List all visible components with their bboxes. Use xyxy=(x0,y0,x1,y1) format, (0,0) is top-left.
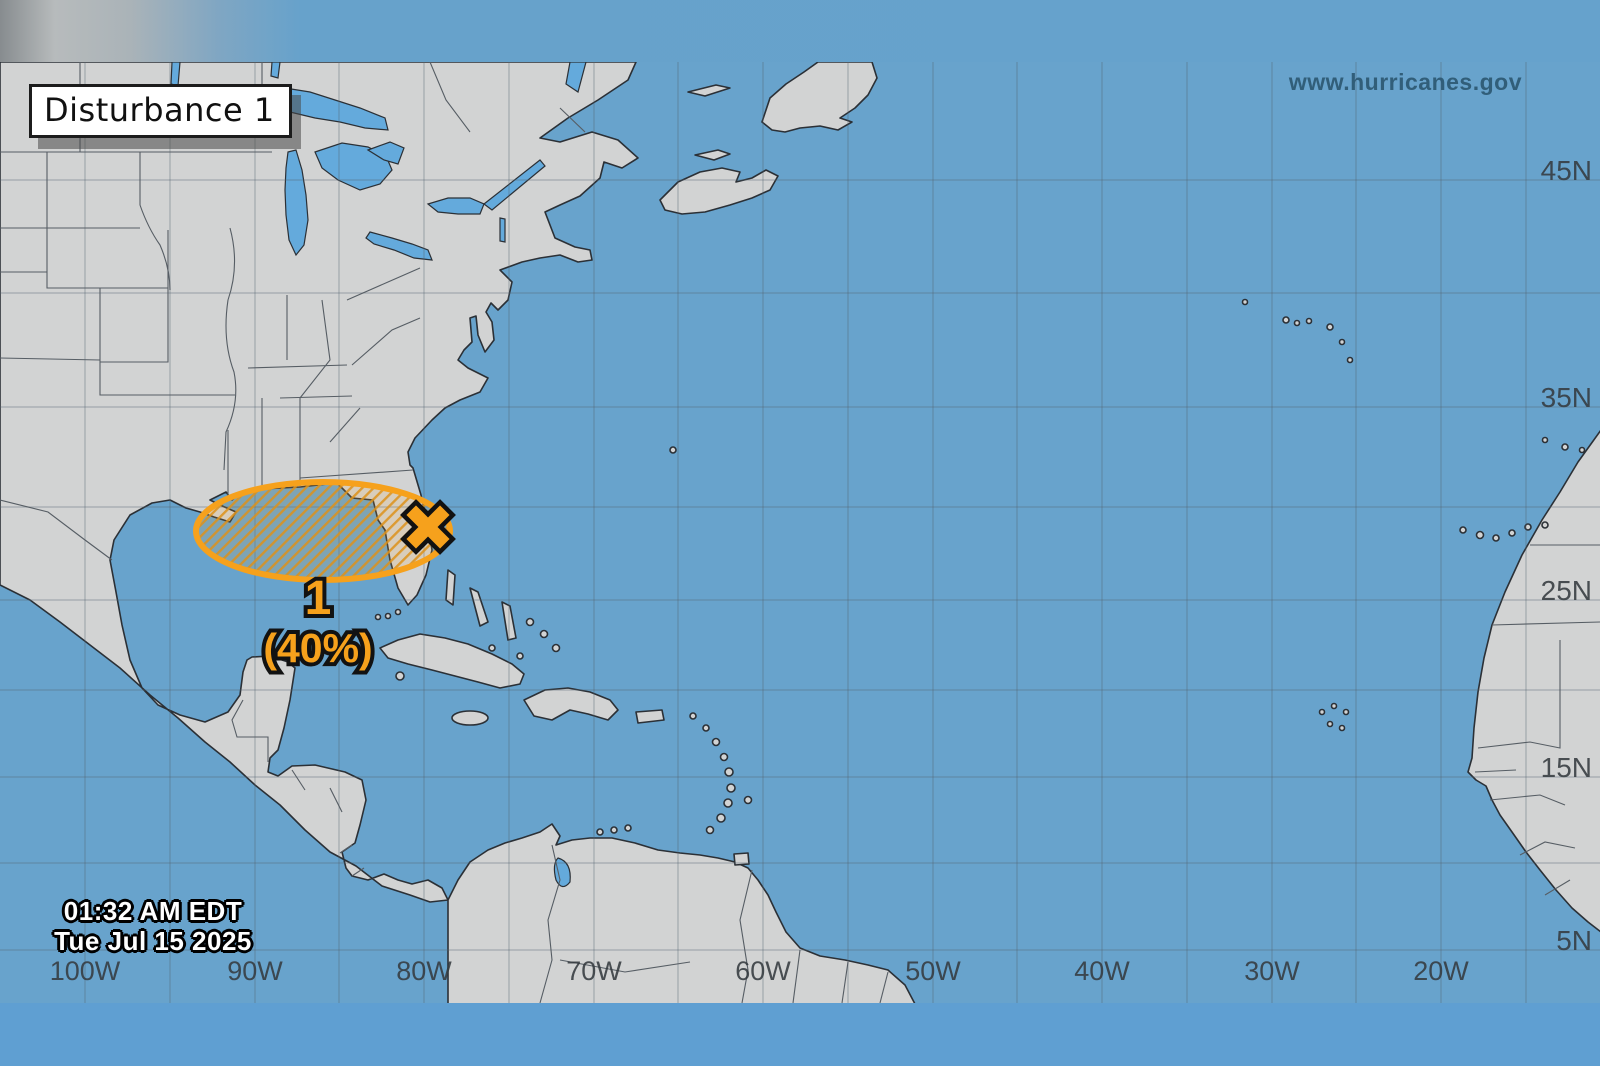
bermuda xyxy=(669,446,677,454)
prince-edward-island xyxy=(694,149,731,161)
graticule xyxy=(0,62,1600,1003)
atlantic-outlook-map: 1 (40%) xyxy=(0,62,1600,1003)
georgian-bay xyxy=(366,141,405,165)
lesser-antilles xyxy=(596,712,753,866)
puerto-rico xyxy=(635,709,665,724)
lat-label-5n: 5N xyxy=(1556,925,1592,956)
lat-label-45n: 45N xyxy=(1540,155,1592,186)
lake-huron xyxy=(314,142,393,191)
disturbance-title-box: Disturbance 1 xyxy=(29,84,292,138)
lon-label-70w: 70W xyxy=(566,956,622,986)
lat-label-25n: 25N xyxy=(1540,575,1592,606)
lon-label-30w: 30W xyxy=(1244,956,1300,986)
disturbance-area-group: 1 (40%) xyxy=(193,479,456,675)
lon-label-20w: 20W xyxy=(1413,956,1469,986)
lon-label-80w: 80W xyxy=(396,956,452,986)
lon-label-40w: 40W xyxy=(1074,956,1130,986)
lon-label-60w: 60W xyxy=(735,956,791,986)
timestamp-date: Tue Jul 15 2025 xyxy=(54,926,252,956)
lon-label-100w: 100W xyxy=(49,956,121,986)
great-lakes xyxy=(170,62,587,888)
lon-label-90w: 90W xyxy=(227,956,283,986)
disturbance-number-label: 1 xyxy=(305,572,332,625)
lat-label-15n: 15N xyxy=(1540,752,1592,783)
canada-lake-1 xyxy=(170,62,181,87)
hispaniola xyxy=(523,687,619,721)
azores xyxy=(1241,298,1354,364)
timestamp-time: 01:32 AM EDT xyxy=(63,896,243,926)
canary-islands xyxy=(1459,521,1549,542)
lat-label-35n: 35N xyxy=(1540,382,1592,413)
trinidad xyxy=(733,852,750,866)
st-lawrence-river xyxy=(483,159,546,211)
lake-erie xyxy=(365,231,433,261)
africa-landmass xyxy=(1467,430,1600,933)
disturbance-x-icon xyxy=(400,499,456,555)
lake-champlain xyxy=(499,217,506,243)
cape-verde xyxy=(1318,702,1350,732)
map-svg: 1 (40%) xyxy=(0,62,1600,1003)
madeira xyxy=(1541,436,1586,454)
lake-michigan xyxy=(284,149,309,257)
jamaica xyxy=(451,710,489,726)
bahamas xyxy=(445,569,561,660)
top-letterbox-band xyxy=(0,0,1600,62)
lake-maracaibo xyxy=(553,857,571,888)
st-lawrence-estuary xyxy=(565,62,587,93)
anticosti-island xyxy=(687,84,731,97)
disturbance-hatched-area xyxy=(193,479,453,583)
lon-label-50w: 50W xyxy=(905,956,961,986)
disturbance-probability-label: (40%) xyxy=(263,625,372,671)
watermark-url: www.hurricanes.gov xyxy=(1288,69,1522,95)
newfoundland xyxy=(761,62,878,133)
disturbance-title-label: Disturbance 1 xyxy=(44,91,275,129)
bottom-letterbox-band xyxy=(0,1003,1600,1066)
timestamp-block: 01:32 AM EDT Tue Jul 15 2025 xyxy=(38,896,268,956)
lake-ontario xyxy=(426,197,485,215)
nova-scotia xyxy=(659,167,779,215)
canada-lake-2 xyxy=(270,62,281,79)
cuba xyxy=(379,633,525,689)
